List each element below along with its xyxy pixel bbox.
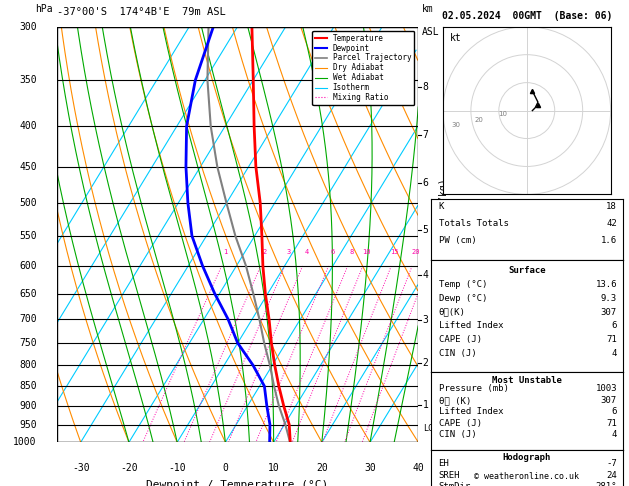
Text: 1.6: 1.6 bbox=[601, 236, 617, 245]
Text: -30: -30 bbox=[72, 463, 89, 473]
Text: 9.3: 9.3 bbox=[601, 294, 617, 303]
Text: 71: 71 bbox=[606, 335, 617, 344]
Text: -7: -7 bbox=[606, 459, 617, 468]
Text: Temp (°C): Temp (°C) bbox=[438, 280, 487, 289]
Text: 40: 40 bbox=[413, 463, 424, 473]
Text: 5: 5 bbox=[423, 225, 428, 235]
Text: Totals Totals: Totals Totals bbox=[438, 219, 508, 228]
Text: 2: 2 bbox=[423, 358, 428, 368]
Text: CIN (J): CIN (J) bbox=[438, 431, 476, 439]
Text: PW (cm): PW (cm) bbox=[438, 236, 476, 245]
Text: 10: 10 bbox=[362, 249, 370, 255]
Text: hPa: hPa bbox=[35, 4, 53, 14]
Text: 20: 20 bbox=[411, 249, 420, 255]
Text: Hodograph: Hodograph bbox=[503, 453, 551, 462]
Text: 6: 6 bbox=[611, 407, 617, 417]
Text: 4: 4 bbox=[611, 349, 617, 358]
Text: EH: EH bbox=[438, 459, 449, 468]
Text: 42: 42 bbox=[606, 219, 617, 228]
Text: CIN (J): CIN (J) bbox=[438, 349, 476, 358]
Text: 1003: 1003 bbox=[596, 384, 617, 393]
Text: Most Unstable: Most Unstable bbox=[492, 376, 562, 385]
Text: 800: 800 bbox=[19, 360, 36, 370]
Text: 30: 30 bbox=[364, 463, 376, 473]
Text: 1: 1 bbox=[423, 400, 428, 410]
Text: 550: 550 bbox=[19, 231, 36, 241]
Text: 10: 10 bbox=[499, 111, 508, 117]
Text: Pressure (mb): Pressure (mb) bbox=[438, 384, 508, 393]
Text: 4: 4 bbox=[423, 270, 428, 280]
Text: 7: 7 bbox=[423, 130, 428, 140]
Text: 850: 850 bbox=[19, 381, 36, 391]
Text: 18: 18 bbox=[606, 202, 617, 211]
Text: 350: 350 bbox=[19, 75, 36, 85]
Text: © weatheronline.co.uk: © weatheronline.co.uk bbox=[474, 472, 579, 481]
Text: 4: 4 bbox=[611, 431, 617, 439]
Text: θᴄ (K): θᴄ (K) bbox=[438, 396, 470, 405]
Text: 2: 2 bbox=[262, 249, 267, 255]
Text: 71: 71 bbox=[606, 419, 617, 428]
Text: 3: 3 bbox=[286, 249, 291, 255]
Text: 1000: 1000 bbox=[13, 437, 36, 447]
Text: LCL: LCL bbox=[423, 424, 438, 433]
Text: 6: 6 bbox=[330, 249, 335, 255]
Text: 300: 300 bbox=[19, 22, 36, 32]
Text: 10: 10 bbox=[268, 463, 279, 473]
Text: -20: -20 bbox=[120, 463, 138, 473]
Text: 281°: 281° bbox=[596, 482, 617, 486]
Text: 4: 4 bbox=[304, 249, 308, 255]
Text: CAPE (J): CAPE (J) bbox=[438, 335, 482, 344]
Text: 750: 750 bbox=[19, 338, 36, 348]
Text: 02.05.2024  00GMT  (Base: 06): 02.05.2024 00GMT (Base: 06) bbox=[442, 11, 612, 21]
Text: 307: 307 bbox=[601, 308, 617, 317]
Text: 24: 24 bbox=[606, 470, 617, 480]
Text: 950: 950 bbox=[19, 419, 36, 430]
Text: ASL: ASL bbox=[422, 27, 440, 37]
Text: Dewp (°C): Dewp (°C) bbox=[438, 294, 487, 303]
Text: 500: 500 bbox=[19, 198, 36, 208]
Text: 1: 1 bbox=[223, 249, 228, 255]
Text: 15: 15 bbox=[391, 249, 399, 255]
Text: 20: 20 bbox=[475, 117, 484, 123]
Text: 13.6: 13.6 bbox=[596, 280, 617, 289]
Text: kt: kt bbox=[450, 34, 462, 43]
Text: K: K bbox=[438, 202, 444, 211]
Text: -37°00'S  174°4B'E  79m ASL: -37°00'S 174°4B'E 79m ASL bbox=[57, 7, 225, 17]
Text: Dewpoint / Temperature (°C): Dewpoint / Temperature (°C) bbox=[147, 480, 328, 486]
Text: 650: 650 bbox=[19, 289, 36, 298]
Legend: Temperature, Dewpoint, Parcel Trajectory, Dry Adiabat, Wet Adiabat, Isotherm, Mi: Temperature, Dewpoint, Parcel Trajectory… bbox=[312, 31, 415, 105]
Text: -10: -10 bbox=[169, 463, 186, 473]
Text: 6: 6 bbox=[611, 321, 617, 330]
Text: 900: 900 bbox=[19, 401, 36, 411]
Text: km: km bbox=[422, 4, 433, 14]
Text: 0: 0 bbox=[223, 463, 228, 473]
Text: 400: 400 bbox=[19, 121, 36, 131]
Text: Surface: Surface bbox=[508, 265, 545, 275]
Text: Lifted Index: Lifted Index bbox=[438, 407, 503, 417]
Text: 307: 307 bbox=[601, 396, 617, 405]
Text: 20: 20 bbox=[316, 463, 328, 473]
Text: 8: 8 bbox=[423, 82, 428, 92]
Text: 6: 6 bbox=[423, 178, 428, 188]
Text: θᴄ(K): θᴄ(K) bbox=[438, 308, 465, 317]
Text: StmDir: StmDir bbox=[438, 482, 470, 486]
Text: CAPE (J): CAPE (J) bbox=[438, 419, 482, 428]
Text: 600: 600 bbox=[19, 261, 36, 271]
Text: 30: 30 bbox=[451, 122, 460, 128]
Text: 450: 450 bbox=[19, 162, 36, 172]
Text: 700: 700 bbox=[19, 314, 36, 324]
Text: 3: 3 bbox=[423, 314, 428, 325]
Text: Lifted Index: Lifted Index bbox=[438, 321, 503, 330]
Text: Mixing Ratio (g/kg): Mixing Ratio (g/kg) bbox=[438, 179, 448, 290]
Text: 8: 8 bbox=[349, 249, 353, 255]
Text: SREH: SREH bbox=[438, 470, 460, 480]
